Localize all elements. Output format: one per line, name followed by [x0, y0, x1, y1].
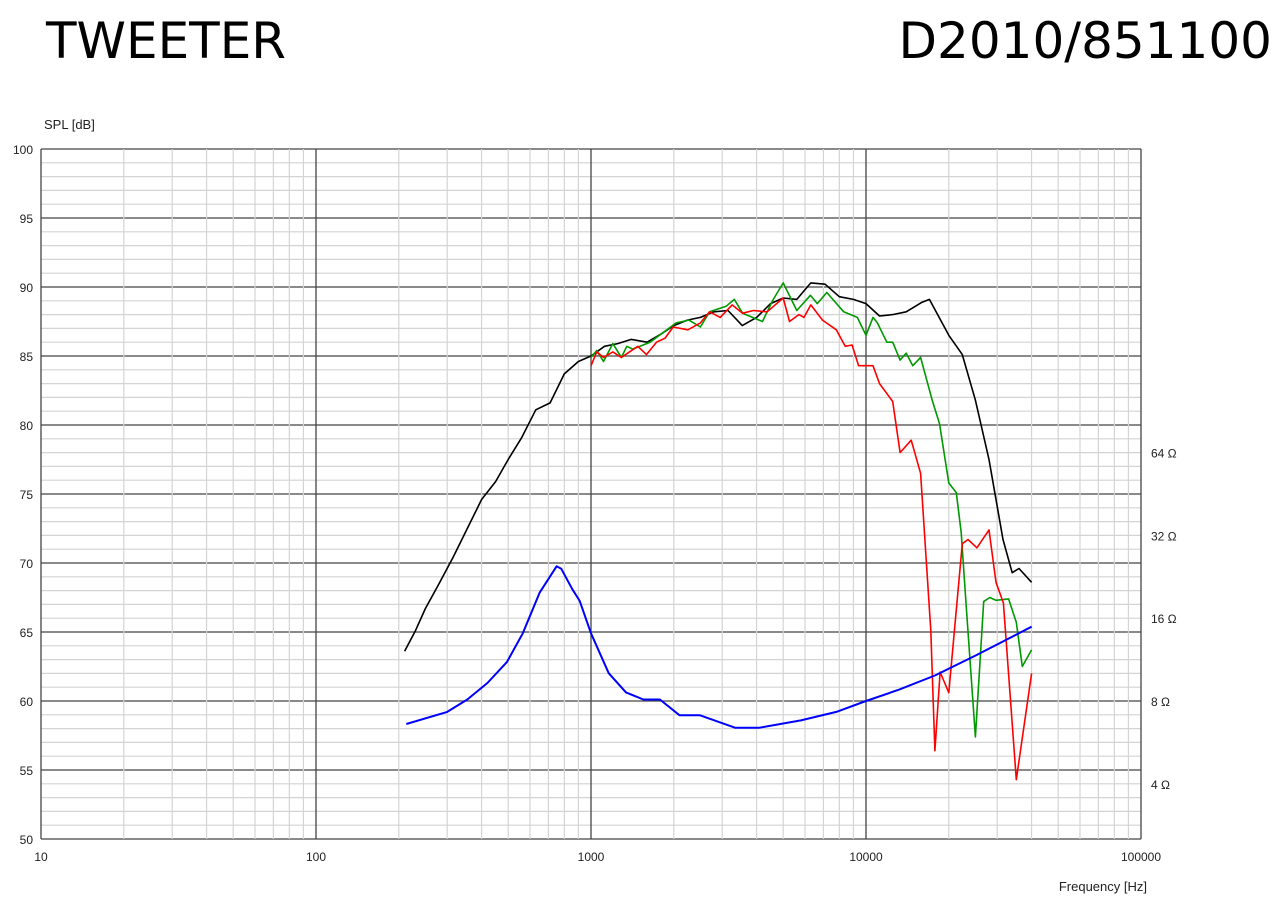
x-tick-label: 100: [306, 850, 326, 864]
y2-tick-label: 64 Ω: [1151, 447, 1177, 461]
y-tick-label: 100: [13, 143, 33, 157]
spl-curve: [590, 282, 1033, 738]
y2-tick-label: 8 Ω: [1151, 695, 1170, 709]
y-tick-label: 50: [20, 833, 34, 847]
tick-labels: 10 100 1000 10000 100000 50 55 60 65 70 75 80 85 90 95…: [13, 143, 1177, 864]
y-axis-label: SPL [dB]: [44, 117, 95, 132]
y-tick-label: 60: [20, 695, 34, 709]
y-tick-label: 75: [20, 488, 34, 502]
y-tick-label: 95: [20, 212, 34, 226]
x-axis-label: Frequency [Hz]: [1059, 879, 1147, 894]
y2-tick-label: 4 Ω: [1151, 778, 1170, 792]
chart-title-right: D2010/851100: [898, 12, 1272, 70]
y2-tick-label: 32 Ω: [1151, 529, 1177, 543]
y-tick-label: 80: [20, 419, 34, 433]
y-tick-label: 90: [20, 281, 34, 295]
x-tick-label: 10000: [849, 850, 883, 864]
x-tick-label: 1000: [578, 850, 605, 864]
y-tick-label: 85: [20, 350, 34, 364]
x-tick-label: 10: [34, 850, 48, 864]
x-tick-label: 100000: [1121, 850, 1161, 864]
spl-curve: [590, 297, 1033, 781]
y2-tick-label: 16 Ω: [1151, 612, 1177, 626]
y-tick-label: 65: [20, 626, 34, 640]
spl-curve: [403, 282, 1033, 652]
grid: [40, 148, 1142, 840]
impedance-curve: [406, 565, 1033, 729]
curves: [403, 282, 1033, 781]
y-tick-label: 55: [20, 764, 34, 778]
y-tick-label: 70: [20, 557, 34, 571]
chart-title-left: TWEETER: [46, 12, 287, 70]
